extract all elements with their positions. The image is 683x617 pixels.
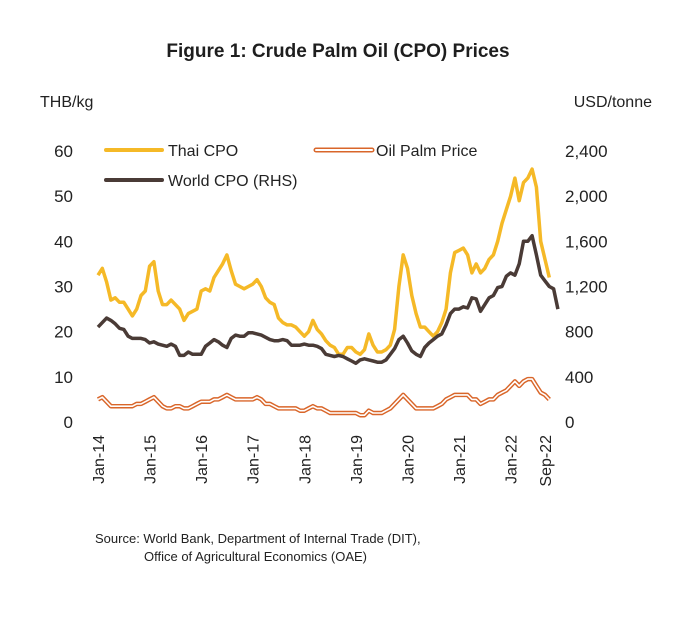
- x-tick-label: Jan-17: [246, 435, 263, 484]
- x-tick-label: Jan-15: [143, 435, 160, 484]
- right-tick-label: 800: [565, 323, 593, 342]
- left-tick-label: 20: [54, 323, 73, 342]
- legend-label-thai-cpo: Thai CPO: [168, 143, 238, 160]
- x-tick-label: Jan-21: [452, 435, 469, 484]
- x-axis: Jan-14 Jan-15 Jan-16 Jan-17 Jan-18 Jan-19 Jan-…: [91, 435, 555, 487]
- legend-label-oil-palm-price: Oil Palm Price: [376, 143, 477, 160]
- left-tick-label: 10: [54, 368, 73, 387]
- left-tick-label: 60: [54, 142, 73, 161]
- x-tick-label: Jan-16: [194, 435, 211, 484]
- source-line-2: Office of Agricultural Economics (OAE): [144, 549, 368, 564]
- right-tick-label: 1,600: [565, 232, 608, 251]
- x-tick-label: Jan-22: [504, 435, 521, 484]
- series-line-world-cpo-rhs: [96, 233, 560, 366]
- series-line-thai-cpo: [96, 167, 552, 357]
- right-tick-label: 1,200: [565, 278, 608, 297]
- right-axis-unit-label: USD/tonne: [574, 94, 652, 111]
- x-tick-label: Jan-19: [349, 435, 366, 484]
- series-line-oil-palm-price-inner: [97, 378, 550, 416]
- right-axis: 0 400 800 1,200 1,600 2,000 2,400: [565, 142, 608, 432]
- x-tick-label: Jan-14: [91, 435, 108, 484]
- x-tick-label: Jan-20: [400, 435, 417, 484]
- left-tick-label: 50: [54, 187, 73, 206]
- left-tick-label: 40: [54, 232, 73, 251]
- chart-title: Figure 1: Crude Palm Oil (CPO) Prices: [166, 41, 509, 62]
- right-tick-label: 2,400: [565, 142, 608, 161]
- left-axis: 0 10 20 30 40 50 60: [54, 142, 73, 432]
- source-note: Source: World Bank, Department of Intern…: [95, 530, 421, 566]
- plot-area: [96, 167, 560, 418]
- legend: Thai CPO Oil Palm Price World CPO (RHS): [104, 143, 477, 190]
- left-axis-unit-label: THB/kg: [40, 94, 93, 111]
- right-tick-label: 400: [565, 368, 593, 387]
- x-tick-label: Jan-18: [297, 435, 314, 484]
- left-tick-label: 30: [54, 278, 73, 297]
- source-line-1: Source: World Bank, Department of Intern…: [95, 531, 421, 546]
- x-tick-label: Sep-22: [538, 435, 555, 487]
- legend-label-world-cpo: World CPO (RHS): [168, 173, 298, 190]
- left-tick-label: 0: [64, 413, 73, 432]
- right-tick-label: 0: [565, 413, 574, 432]
- right-tick-label: 2,000: [565, 187, 608, 206]
